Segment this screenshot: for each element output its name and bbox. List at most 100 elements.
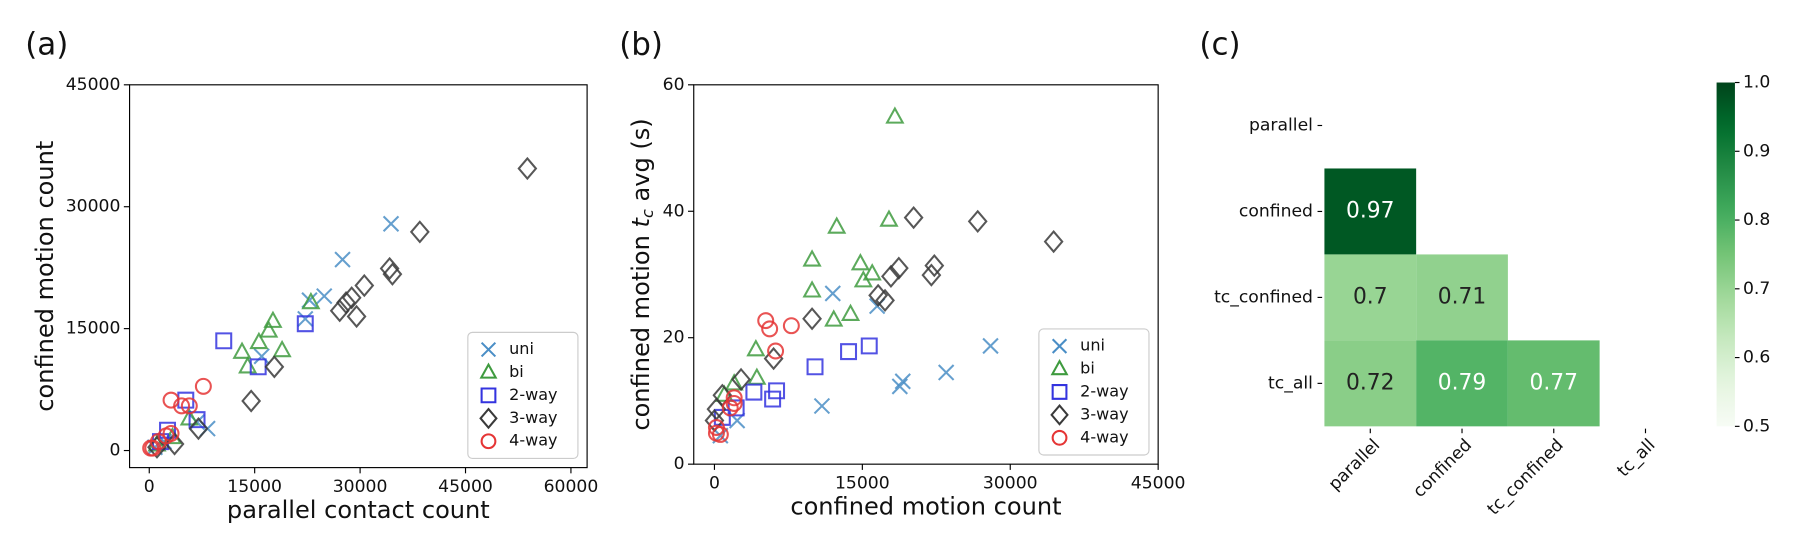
colorbar	[1716, 82, 1735, 427]
data-point	[215, 332, 233, 350]
legend-label: uni	[1080, 336, 1105, 355]
legend-marker	[479, 362, 498, 379]
x-tick-label: 30000	[333, 477, 388, 497]
row-label: tc_confined	[1214, 287, 1313, 307]
x-tick-label: 15000	[227, 477, 282, 497]
cell-label: 0.72	[1346, 370, 1394, 395]
data-point	[782, 317, 800, 335]
data-point	[840, 303, 861, 321]
panel-label: (b)	[619, 26, 663, 62]
data-point	[382, 215, 400, 232]
legend-marker	[480, 387, 497, 404]
data-point	[853, 270, 873, 288]
data-point	[188, 416, 209, 441]
data-point	[824, 309, 844, 327]
x-tick-label: 0	[709, 474, 720, 494]
legend-marker	[1050, 404, 1069, 426]
data-point	[329, 299, 350, 323]
legend-marker	[479, 407, 498, 430]
data-point	[894, 373, 911, 390]
heatmap-cell	[1416, 340, 1508, 427]
legend-marker	[1051, 429, 1068, 446]
legend-label: 2-way	[1080, 381, 1129, 400]
x-axis-label: confined motion count	[790, 493, 1061, 521]
data-point	[725, 395, 743, 412]
data-point	[802, 280, 822, 298]
y-axis-label: confined motion count	[31, 141, 59, 412]
x-tick-label: 15000	[835, 474, 890, 494]
data-point	[157, 427, 175, 445]
colorbar-tick-label: 0.5	[1743, 416, 1770, 436]
data-point	[757, 312, 775, 330]
data-point	[517, 156, 538, 181]
x-tick-label: 0	[144, 477, 155, 497]
data-point	[1043, 229, 1064, 254]
row-label: tc_all	[1268, 373, 1313, 393]
data-point	[746, 339, 766, 357]
heatmap-cell	[1507, 340, 1600, 427]
legend-marker	[1050, 359, 1069, 376]
cell-label: 0.77	[1530, 370, 1578, 395]
data-point	[731, 367, 751, 392]
heatmap-cell	[1324, 254, 1417, 341]
heatmap-cell	[1416, 254, 1508, 341]
data-point	[802, 249, 822, 267]
data-point	[745, 383, 763, 401]
data-point	[259, 320, 279, 338]
data-point	[297, 310, 314, 328]
data-point	[768, 382, 786, 400]
legend-marker	[480, 433, 497, 450]
data-point	[813, 397, 831, 415]
data-point	[891, 378, 909, 395]
y-tick-label: 45000	[66, 75, 121, 95]
column-label: tc_confined	[1484, 435, 1568, 519]
legend-marker	[1051, 384, 1068, 400]
data-point	[802, 307, 822, 331]
data-point	[354, 273, 375, 298]
data-point	[409, 220, 430, 244]
data-point	[296, 315, 314, 333]
legend-label: bi	[509, 362, 524, 381]
data-point	[707, 424, 725, 442]
legend-label: 3-way	[509, 408, 558, 427]
legend-label: uni	[509, 339, 534, 358]
legend-label: 4-way	[1080, 427, 1129, 446]
column-label: confined	[1409, 435, 1476, 501]
x-tick-label: 45000	[438, 477, 493, 497]
data-point	[924, 253, 945, 278]
x-axis-label: parallel contact count	[227, 496, 490, 524]
data-point	[379, 256, 400, 281]
x-tick-label: 60000	[544, 477, 599, 497]
y-axis-label-part: c	[637, 209, 656, 218]
y-axis-label: confined motion tc avg (s)	[627, 118, 656, 430]
data-point	[144, 439, 162, 457]
data-point	[272, 339, 292, 358]
plot-frame	[129, 84, 588, 469]
data-point	[763, 346, 784, 371]
data-point	[982, 337, 999, 355]
data-point	[903, 205, 924, 230]
colorbar-tick-label: 0.8	[1743, 210, 1770, 230]
data-point	[334, 251, 351, 268]
y-axis-label-part: confined motion	[627, 227, 655, 430]
y-tick-label: 0	[109, 441, 120, 461]
data-point	[253, 348, 270, 365]
data-point	[173, 397, 191, 415]
data-point	[194, 377, 212, 395]
data-point	[316, 287, 333, 305]
data-point	[149, 433, 167, 451]
cell-label: 0.71	[1438, 284, 1486, 309]
data-point	[747, 367, 767, 385]
colorbar-tick-label: 0.6	[1743, 348, 1770, 368]
data-point	[879, 209, 899, 227]
data-point	[885, 106, 905, 124]
data-point	[806, 358, 824, 376]
data-point	[232, 341, 252, 359]
cell-label: 0.97	[1346, 198, 1394, 223]
data-point	[840, 343, 858, 361]
data-point	[967, 209, 988, 234]
data-point	[382, 262, 403, 286]
data-point	[249, 358, 267, 376]
data-point	[711, 426, 729, 443]
legend-box	[1038, 328, 1150, 456]
